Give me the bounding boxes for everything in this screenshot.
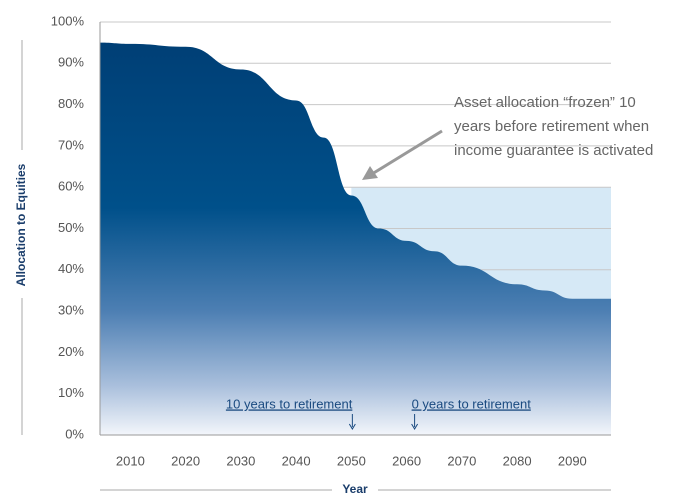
x-tick-label: 2040 [282,453,311,468]
marker-label: 0 years to retirement [412,396,532,411]
x-tick-label: 2030 [226,453,255,468]
arrow-head [362,166,378,180]
y-tick-label: 60% [58,179,84,194]
marker-label: 10 years to retirement [226,396,353,411]
x-tick-label: 2080 [503,453,532,468]
y-tick-label: 50% [58,220,84,235]
x-tick-label: 2060 [392,453,421,468]
area [100,42,611,436]
y-tick-label: 0% [65,426,84,441]
x-axis-label: Year [342,482,368,496]
marker-arrow-head [348,423,356,430]
y-tick-label: 80% [58,96,84,111]
y-tick-label: 10% [58,385,84,400]
y-tick-label: 70% [58,137,84,152]
x-tick-label: 2070 [447,453,476,468]
annotation: years before retirement when [454,118,649,135]
x-tick-label: 2050 [337,453,366,468]
x-tick-label: 2010 [116,453,145,468]
y-tick-label: 40% [58,261,84,276]
y-axis-label: Allocation to Equities [14,163,28,286]
marker-arrow-head [411,423,419,430]
annotation: income guarantee is activated [454,142,653,159]
x-tick-label: 2020 [171,453,200,468]
annotation: Asset allocation “frozen” 10 [454,94,636,111]
y-tick-label: 20% [58,344,84,359]
y-tick-label: 100% [51,13,85,28]
y-tick-label: 30% [58,303,84,318]
annotation-arrow [371,129,443,176]
y-tick-label: 90% [58,55,84,70]
x-tick-label: 2090 [558,453,587,468]
